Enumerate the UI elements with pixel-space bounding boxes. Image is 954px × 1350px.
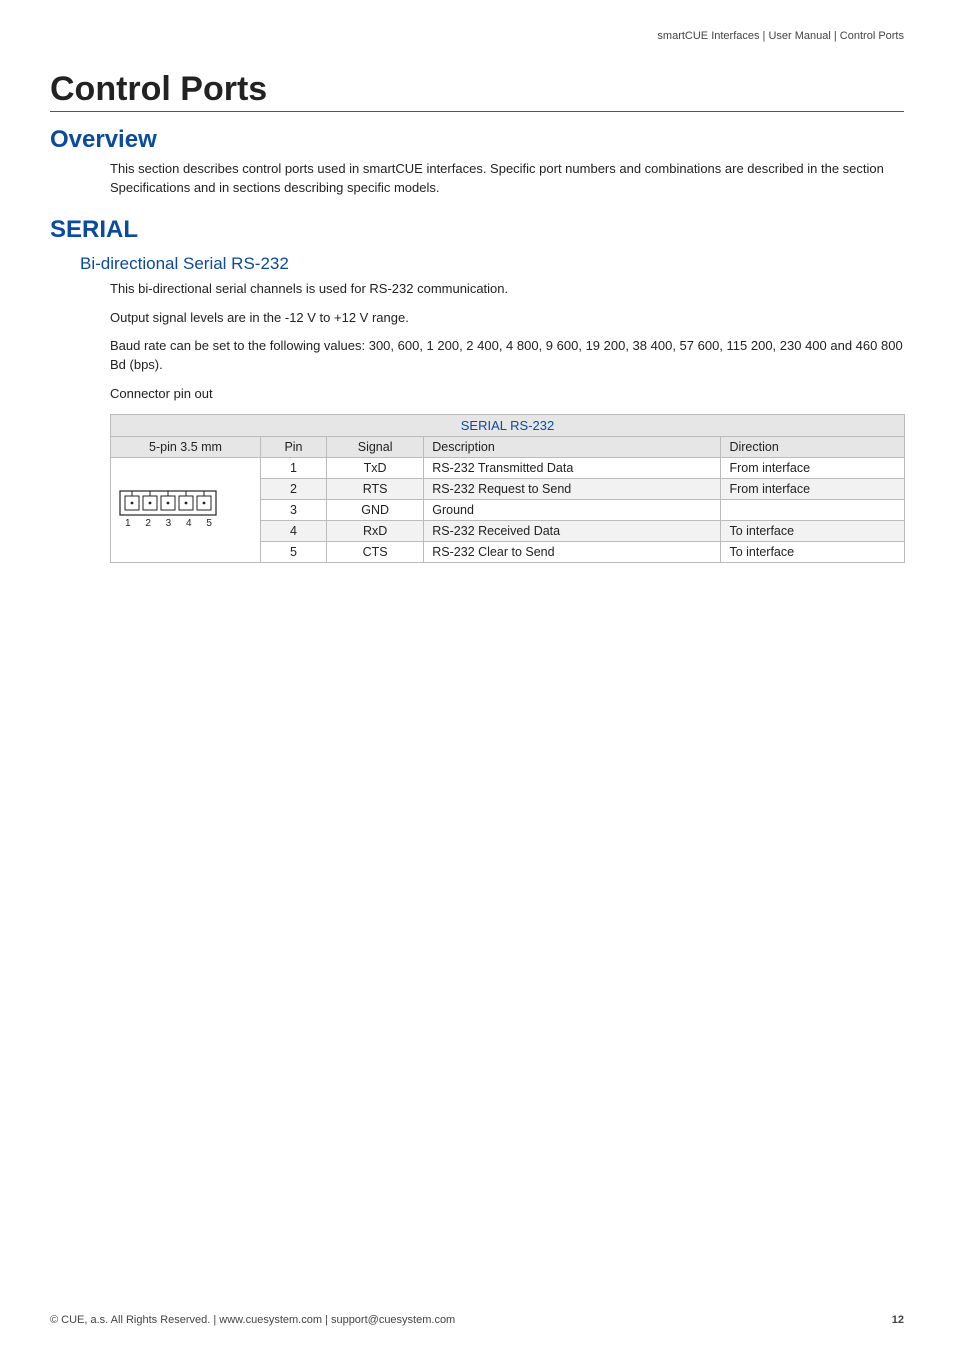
cell-signal: RTS — [326, 478, 423, 499]
cell-pin: 4 — [261, 520, 327, 541]
cell-pin: 1 — [261, 457, 327, 478]
col-connector: 5-pin 3.5 mm — [111, 436, 261, 457]
col-description: Description — [424, 436, 721, 457]
page-title: Control Ports — [50, 70, 904, 112]
cell-dir: From interface — [721, 457, 905, 478]
cell-pin: 3 — [261, 499, 327, 520]
col-pin: Pin — [261, 436, 327, 457]
connector-icon — [119, 490, 217, 516]
cell-dir — [721, 499, 905, 520]
cell-pin: 5 — [261, 541, 327, 562]
section-serial-sub: Bi-directional Serial RS-232 — [80, 254, 904, 274]
connector-cell: 1 2 3 4 5 — [111, 457, 261, 562]
cell-desc: RS-232 Request to Send — [424, 478, 721, 499]
cell-dir: From interface — [721, 478, 905, 499]
page-number: 12 — [892, 1314, 904, 1326]
cell-pin: 2 — [261, 478, 327, 499]
section-serial-title: SERIAL — [50, 216, 904, 244]
breadcrumb: smartCUE Interfaces | User Manual | Cont… — [50, 30, 904, 42]
cell-desc: Ground — [424, 499, 721, 520]
table-row: 1 2 3 4 5 1 TxD RS-232 Transmitted Data … — [111, 457, 905, 478]
connector-pin-labels: 1 2 3 4 5 — [119, 518, 218, 529]
pinout-table: SERIAL RS-232 5-pin 3.5 mm Pin Signal De… — [110, 414, 905, 563]
cell-signal: CTS — [326, 541, 423, 562]
cell-desc: RS-232 Received Data — [424, 520, 721, 541]
serial-p2: Output signal levels are in the -12 V to… — [110, 309, 904, 328]
cell-dir: To interface — [721, 520, 905, 541]
cell-desc: RS-232 Transmitted Data — [424, 457, 721, 478]
cell-desc: RS-232 Clear to Send — [424, 541, 721, 562]
cell-signal: TxD — [326, 457, 423, 478]
table-title: SERIAL RS-232 — [111, 414, 905, 436]
serial-p1: This bi-directional serial channels is u… — [110, 280, 904, 299]
cell-dir: To interface — [721, 541, 905, 562]
section-overview-title: Overview — [50, 126, 904, 154]
serial-p4: Connector pin out — [110, 385, 904, 404]
page-footer: © CUE, a.s. All Rights Reserved. | www.c… — [50, 1314, 904, 1326]
cell-signal: GND — [326, 499, 423, 520]
cell-signal: RxD — [326, 520, 423, 541]
col-direction: Direction — [721, 436, 905, 457]
footer-text: © CUE, a.s. All Rights Reserved. | www.c… — [50, 1314, 455, 1326]
serial-p3: Baud rate can be set to the following va… — [110, 337, 904, 375]
col-signal: Signal — [326, 436, 423, 457]
overview-text: This section describes control ports use… — [110, 160, 904, 198]
